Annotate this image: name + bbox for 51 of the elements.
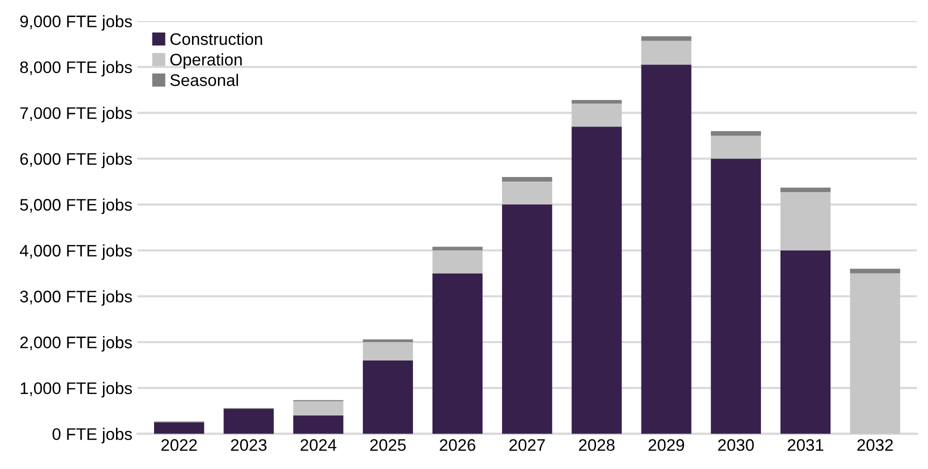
y-tick-label: 1,000 FTE jobs [20,382,132,398]
bar [502,204,552,434]
x-tick-label: 2023 [231,439,267,451]
y-tick-label: 8,000 FTE jobs [20,60,132,76]
bar [710,136,761,159]
bar [154,422,204,434]
bar [293,415,344,434]
bar [293,401,344,416]
x-tick-label: 2025 [370,439,406,451]
x-tick-label: 2022 [161,439,197,451]
bar [502,177,552,182]
legend-label: Construction [170,32,262,46]
bar [641,36,692,41]
bar [850,268,900,274]
bar [432,246,483,250]
bar [710,131,761,136]
bar [362,342,413,360]
x-tick-label: 2024 [300,439,336,451]
x-tick-label: 2032 [857,439,893,451]
x-tick-label: 2030 [718,439,754,451]
bar [362,339,413,342]
bar [572,104,622,127]
y-tick-label: 5,000 FTE jobs [20,198,132,214]
bar [224,409,274,434]
bar [780,188,831,192]
y-tick-label: 0 FTE jobs [52,428,132,444]
bar [850,273,900,434]
legend-label: Operation [170,53,242,69]
bar [432,250,483,274]
x-tick-label: 2029 [648,439,684,451]
bar [432,273,483,434]
x-tick-label: 2028 [579,439,615,451]
bar [572,100,622,104]
bar [780,192,831,250]
bar [641,40,692,65]
bar [710,158,761,434]
y-tick-label: 6,000 FTE jobs [20,152,132,168]
bar [780,250,831,434]
x-tick-label: 2026 [440,439,476,451]
y-tick-label: 3,000 FTE jobs [20,290,132,306]
y-tick-label: 4,000 FTE jobs [20,244,132,260]
x-tick-label: 2027 [509,439,545,451]
y-tick-label: 2,000 FTE jobs [20,336,132,352]
bar [641,64,692,434]
y-tick-label: 9,000 FTE jobs [20,15,132,31]
bar [362,360,413,434]
bar [572,126,622,434]
legend-label: Seasonal [170,74,238,86]
x-tick-label: 2031 [788,439,824,451]
bar [502,182,552,205]
y-tick-label: 7,000 FTE jobs [20,106,132,122]
